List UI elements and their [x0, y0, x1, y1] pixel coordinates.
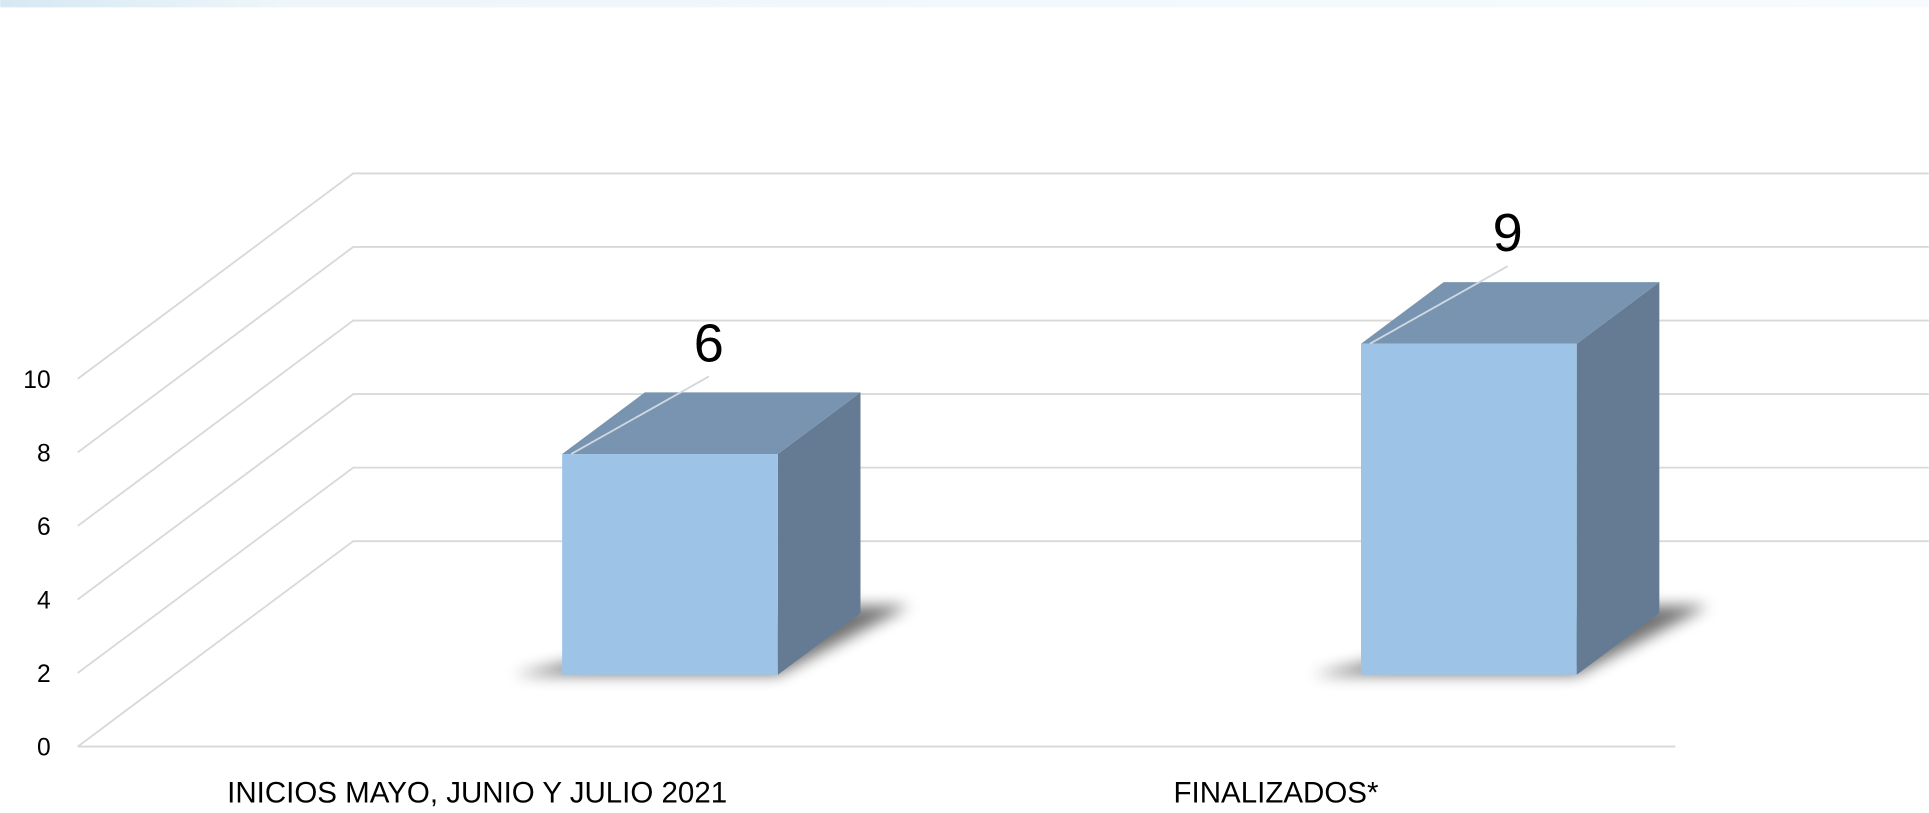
- leader-line: [1369, 265, 1509, 345]
- grid-line: [77, 172, 1929, 380]
- bar-top: [1360, 282, 1660, 344]
- value-label: 6: [694, 313, 724, 373]
- y-tick-label: 6: [37, 514, 51, 541]
- y-tick-label: 4: [37, 587, 51, 614]
- header-band: [0, 0, 1929, 8]
- y-tick-label: 8: [37, 440, 51, 467]
- y-tick-label: 2: [37, 661, 51, 688]
- bar: [1360, 343, 1577, 675]
- bar: [562, 454, 778, 675]
- bar-side: [1576, 282, 1660, 675]
- y-tick-label: 10: [23, 367, 50, 394]
- value-label: 9: [1493, 203, 1523, 263]
- x-tick-label: INICIOS MAYO, JUNIO Y JULIO 2021: [227, 776, 727, 809]
- y-tick-label: 0: [37, 735, 51, 762]
- bar-top: [562, 392, 861, 455]
- bar-side: [777, 392, 861, 675]
- grid-line: [77, 246, 1929, 454]
- plot: 0 2 4 6 8 10 INICIOS MAYO, JUNIO Y JULIO 2021 6…: [23, 172, 1929, 809]
- leader-line: [570, 375, 710, 455]
- x-tick-label: FINALIZADOS*: [1174, 776, 1379, 809]
